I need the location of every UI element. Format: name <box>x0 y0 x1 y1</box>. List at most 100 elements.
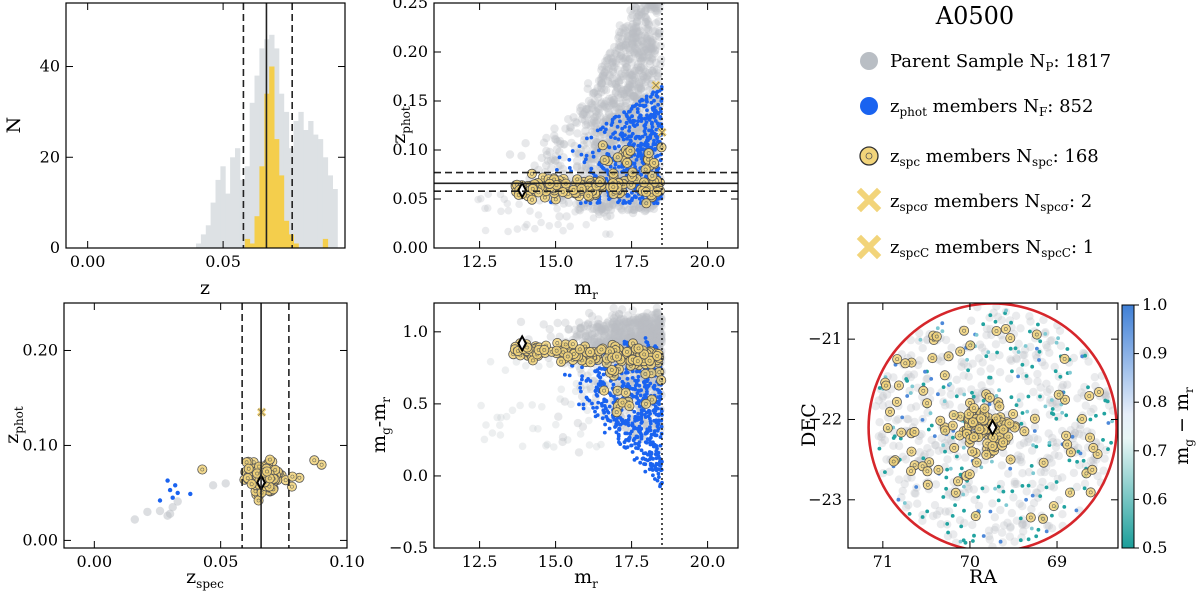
radec-parent-point <box>964 484 973 494</box>
zphot-mr-parent-point <box>599 202 608 211</box>
zphot-mr-parent-point <box>656 55 666 64</box>
color-mr-parent-point <box>628 331 637 341</box>
zphot-mr-parent-point <box>625 80 634 90</box>
zphot-mr-parent-point <box>627 58 636 67</box>
color-mr-parent-point <box>592 442 601 451</box>
zphot-mr-parent-point <box>555 147 564 156</box>
color-mr-phot-point <box>577 402 581 407</box>
zphot-mr-parent-point <box>603 103 612 113</box>
zphot-mr-parent-point <box>621 45 631 54</box>
zphot-mr-parent-point <box>504 206 513 215</box>
color-mr-phot-point <box>616 422 621 426</box>
zphot-mr-parent-point <box>645 70 654 80</box>
zphot-mr-parent-point <box>609 200 618 210</box>
color-mr-parent-point <box>651 319 660 328</box>
color-mr-parent-point <box>628 319 638 328</box>
color-mr-phot-point <box>656 412 661 417</box>
zphot-mr-parent-point <box>622 52 631 62</box>
color-mr-parent-point <box>652 331 661 341</box>
zphot-mr-parent-point <box>615 31 624 40</box>
zphot-mr-parent-point <box>583 104 593 114</box>
zphot-mr-parent-point <box>634 50 644 60</box>
zphot-mr-parent-point <box>616 84 626 94</box>
zphot-mr-parent-point <box>592 205 602 214</box>
color-mr-parent-point <box>651 333 661 342</box>
color-mr-parent-point <box>648 326 657 336</box>
color-mr-parent-point <box>535 362 543 371</box>
zphot-mr-parent-point <box>647 55 657 64</box>
zphot-zspec-spc-point-core <box>312 458 317 463</box>
zphot-mr-parent-point <box>634 125 643 134</box>
zphot-mr-parent-point <box>623 72 632 81</box>
zphot-mr-parent-point <box>632 27 642 36</box>
color-mr-phot-point <box>634 446 638 450</box>
zphot-mr-parent-point <box>621 96 631 106</box>
zphot-mr-spc-point <box>625 145 636 156</box>
zphot-mr-parent-point <box>621 41 630 50</box>
zphot-mr-parent-point <box>625 48 635 57</box>
zphot-mr-parent-point <box>631 33 640 42</box>
zphot-mr-parent-point <box>628 205 637 214</box>
color-mr-parent-point <box>610 329 619 338</box>
zphot-mr-parent-point <box>628 127 637 136</box>
zphot-mr-parent-point <box>636 124 645 133</box>
color-mr-spc-point-core <box>620 400 625 405</box>
color-mr-parent-point <box>652 326 661 335</box>
radec-parent-point <box>1015 455 1025 465</box>
color-mr-parent-point <box>639 333 648 342</box>
color-mr-parent-point <box>594 337 603 347</box>
zphot-mr-parent-point <box>641 6 650 15</box>
zphot-zspec-ylabel: zphot <box>1 406 26 444</box>
zphot-mr-parent-point <box>633 8 642 18</box>
color-mr-parent-point <box>645 333 654 343</box>
zphot-mr-parent-point <box>571 208 579 216</box>
zphot-mr-phot-point <box>616 200 620 205</box>
zphot-zspec-spc-point-core <box>273 467 278 472</box>
zphot-mr-parent-point <box>620 65 629 74</box>
zphot-zspec-lines <box>241 303 290 548</box>
color-mr-parent-point <box>639 322 648 332</box>
zphot-mr-parent-point <box>551 156 560 165</box>
color-mr-parent-point <box>609 317 619 326</box>
color-mr-parent-point <box>576 323 586 332</box>
color-mr-phot-point <box>651 440 655 445</box>
color-mr-parent-point <box>654 332 663 341</box>
zphot-zspec-spc-point-core <box>319 462 324 467</box>
zphot-mr-parent-point <box>576 106 585 116</box>
zphot-mr-parent-point <box>619 90 628 99</box>
zphot-mr-phot-point <box>578 201 583 206</box>
zphot-mr-phot-point <box>658 109 663 114</box>
zphot-mr-parent-point <box>642 24 651 34</box>
zphot-mr-parent-point <box>634 90 643 99</box>
radec-parent-point <box>894 475 904 484</box>
zphot-mr-parent-point <box>582 112 591 121</box>
zphot-mr-parent-point <box>597 79 607 88</box>
color-mr-parent-point <box>639 315 648 324</box>
color-mr-phot-point <box>638 460 643 465</box>
zphot-mr-parent-point <box>579 110 588 119</box>
color-mr-parent-point <box>615 319 624 328</box>
hist-bar-parent <box>327 175 333 248</box>
zphot-mr-phot-point <box>579 152 584 157</box>
color-mr-parent-point <box>571 387 580 396</box>
color-mr-phot-point <box>649 435 653 440</box>
zphot-mr-parent-point <box>630 92 639 101</box>
color-mr-parent-point <box>613 333 622 343</box>
zphot-mr-spc-point <box>647 170 658 181</box>
zphot-zspec-phot-point <box>167 487 173 493</box>
color-mr-phot-point <box>655 450 659 454</box>
color-mr-phot-point <box>637 383 642 388</box>
zphot-mr-parent-point <box>617 52 626 61</box>
color-mr-parent-point <box>653 335 663 344</box>
zphot-mr-parent-point <box>634 40 643 49</box>
zphot-mr-phot-point <box>659 85 664 89</box>
color-mr-phot-point <box>634 381 639 386</box>
color-mr-parent-point <box>637 337 647 346</box>
color-mr-parent-point <box>626 327 635 336</box>
zphot-mr-spc-point-core <box>650 173 655 178</box>
zphot-mr-parent-point <box>625 54 634 63</box>
zphot-mr-parent-point <box>644 51 654 60</box>
zphot-mr-xtick-label: 15.0 <box>538 252 574 271</box>
color-mr-parent-point <box>601 325 610 334</box>
zphot-mr-parent-point <box>631 71 640 80</box>
